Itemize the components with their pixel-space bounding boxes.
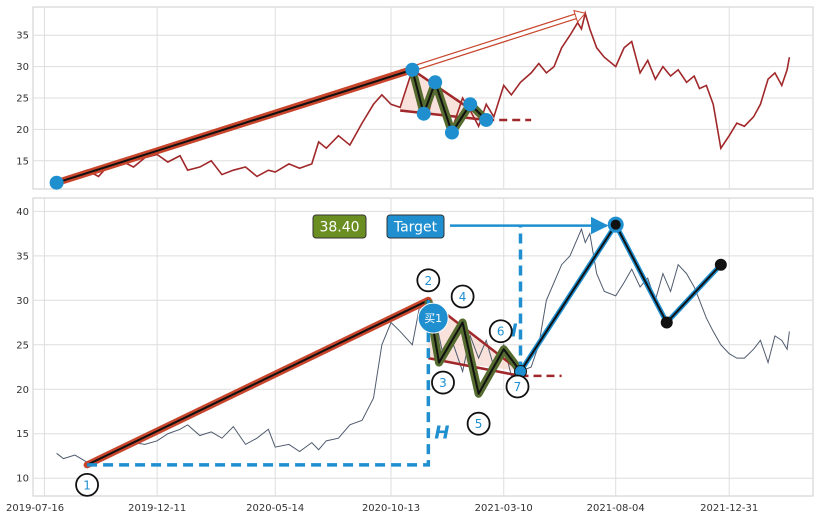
bottom-y-tick-label-4: 30 [16, 296, 29, 307]
top-y-tick-label-2: 25 [16, 94, 29, 105]
pattern-point-labels: 1 2 3 4 5 6 7 [75, 268, 530, 497]
top-pattern-marker-3 [416, 106, 431, 121]
pattern-point-label-1: 1 [83, 478, 91, 492]
bottom-trendline-core [86, 299, 429, 466]
target-value-box: 38.40 [312, 214, 367, 239]
bottom-y-tick-label-2: 20 [16, 385, 29, 396]
bottom-y-tick-label-5: 35 [16, 251, 29, 262]
buy-signal-label: 买1 [424, 312, 442, 325]
top-panel: 15 20 25 30 35 [16, 6, 814, 190]
top-pattern-marker-5 [444, 125, 459, 140]
top-pattern-marker-4 [428, 75, 443, 90]
bottom-x-tick-label-4: 2021-03-10 [475, 503, 533, 514]
bottom-x-tick-label-6: 2021-12-31 [700, 503, 758, 514]
bottom-x-tick-labels: 2019-07-16 2019-12-11 2020-05-14 2020-10-13… [6, 503, 758, 514]
projection-path [519, 223, 722, 373]
top-pattern-marker-7 [479, 112, 494, 127]
top-pattern-marker-2 [405, 62, 420, 77]
bottom-y-tick-label-6: 40 [16, 207, 29, 218]
pattern-point-label-2: 2 [425, 274, 433, 288]
height-label-1: H [434, 423, 449, 444]
projection-markers [514, 216, 727, 378]
bottom-panel-frame [32, 197, 814, 497]
pattern-point-badge-3 [431, 370, 455, 395]
buy-signal-marker: 买1 [417, 302, 449, 334]
top-y-tick-label-4: 35 [16, 31, 29, 42]
bottom-x-tick-label-1: 2019-12-11 [128, 503, 186, 514]
pattern-point-badge-4 [450, 284, 475, 309]
top-y-tick-label-0: 15 [16, 156, 29, 167]
top-trendline-core [56, 68, 413, 184]
target-value-label: 38.40 [319, 220, 359, 236]
pattern-point-badge-2 [416, 268, 441, 293]
bottom-y-tick-label-3: 25 [16, 340, 29, 351]
top-projection-arrow-head [573, 9, 587, 24]
projection-marker-1 [610, 219, 621, 230]
pattern-point-badge-1 [75, 472, 99, 497]
bottom-y-tick-label-0: 10 [16, 474, 29, 485]
bottom-y-tick-label-1: 15 [16, 429, 29, 440]
bottom-x-tick-label-2: 2020-05-14 [246, 503, 304, 514]
pattern-point-label-7: 7 [514, 380, 522, 394]
bottom-y-tick-labels: 10 15 20 25 30 35 40 [16, 207, 29, 485]
pattern-point-label-4: 4 [459, 290, 467, 304]
target-box: Target [386, 214, 445, 239]
pattern-point-label-6: 6 [497, 325, 505, 339]
top-pattern-marker-6 [463, 97, 478, 112]
bottom-x-tick-label-0: 2019-07-16 [6, 503, 64, 514]
pattern-point-badge-6 [488, 319, 513, 344]
projection-marker-2 [660, 316, 673, 329]
pattern-point-badge-7 [505, 374, 530, 399]
top-start-marker [49, 175, 64, 190]
bottom-pattern-core [427, 300, 522, 395]
top-pattern-markers [49, 62, 494, 190]
target-box-bg [386, 214, 445, 239]
top-y-tick-labels: 15 20 25 30 35 [16, 31, 29, 168]
target-value-box-bg [312, 214, 367, 239]
bottom-x-tick-label-5: 2021-08-04 [587, 503, 645, 514]
pattern-point-label-5: 5 [475, 417, 483, 431]
bottom-x-tick-label-3: 2020-10-13 [362, 503, 420, 514]
bottom-grid [33, 198, 813, 496]
projection-marker-3 [714, 258, 727, 271]
pattern-point-badge-5 [466, 411, 491, 436]
pattern-point-label-3: 3 [439, 376, 447, 390]
top-y-tick-label-3: 30 [16, 62, 29, 73]
buy-signal-circle [417, 302, 449, 334]
top-y-tick-label-1: 20 [16, 125, 29, 136]
target-label: Target [393, 220, 438, 236]
bottom-height-measure-1 [87, 300, 431, 467]
